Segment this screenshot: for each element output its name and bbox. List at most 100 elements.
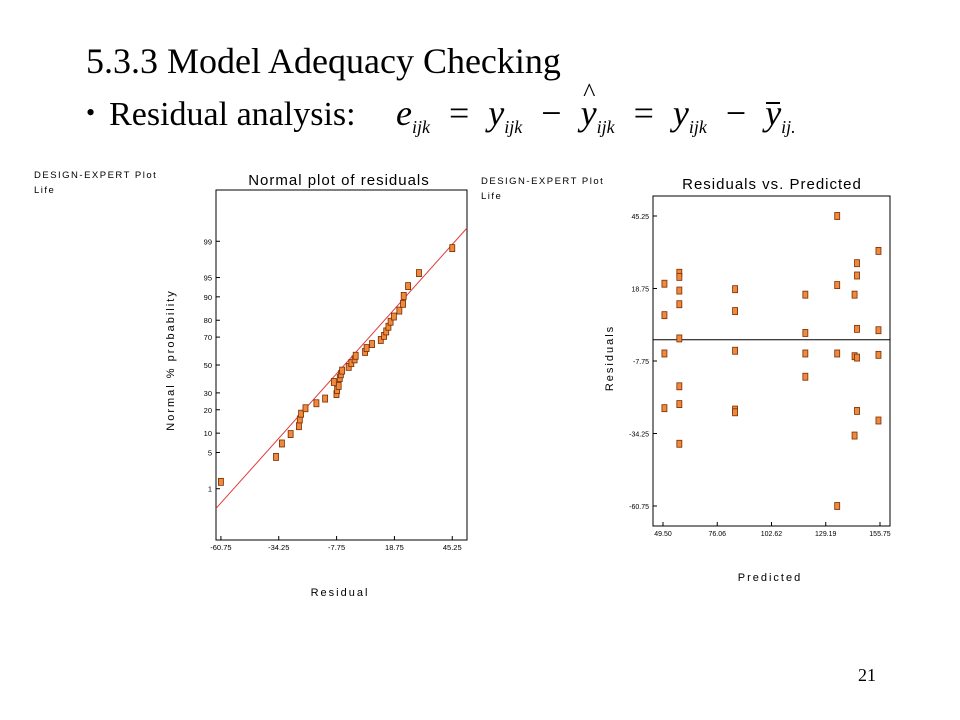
normal-plot-point <box>335 382 342 390</box>
residual-plot-point <box>854 271 860 280</box>
left-header-line1: DESIGN-EXPERT Plot <box>34 170 158 181</box>
residual-plot-ytick-label: -7.75 <box>633 359 649 366</box>
residual-plot-xtick-label: 102.62 <box>761 531 783 538</box>
residual-plot-point <box>732 408 738 417</box>
residual-plot-point <box>834 212 841 220</box>
formula-minus-1: − <box>541 93 562 133</box>
normal-plot-point <box>377 336 384 344</box>
formula-equals-1: = <box>448 93 470 133</box>
residual-plot-point <box>851 290 858 299</box>
residual-plot-ytick-label: 18.75 <box>631 287 649 294</box>
normal-plot-point <box>298 409 305 418</box>
formula-y2: y <box>672 93 689 133</box>
formula-ybar-sub: ij. <box>781 117 796 138</box>
residual-formula: eijk = yijk − yijk = yijk − yij. <box>396 78 796 138</box>
normal-plot-point <box>287 430 294 438</box>
residual-plot-point <box>676 382 683 391</box>
normal-plot-point <box>449 244 456 253</box>
bullet-text: Residual analysis: <box>109 96 356 133</box>
residual-plot-point <box>661 349 668 358</box>
residual-plot-point <box>851 431 858 440</box>
residual-plot-point <box>732 346 738 355</box>
residual-plot-point <box>676 300 683 309</box>
normal-plot-ytick-label: 90 <box>204 293 212 302</box>
residual-plot-point <box>661 311 668 320</box>
right-plot-header: DESIGN-EXPERT Plot Life <box>481 174 604 204</box>
normal-plot-point <box>400 299 406 308</box>
normal-plot-point <box>339 366 346 375</box>
residual-plot-xtick-label: 49.50 <box>654 531 672 538</box>
normal-plot-point <box>396 306 403 315</box>
normal-plot-point <box>330 378 337 386</box>
residual-plot-point <box>875 246 882 255</box>
normal-plot-point <box>296 422 302 431</box>
left-header-line2: Life <box>34 185 56 196</box>
residual-plot-point <box>802 349 809 358</box>
left-plot-header: DESIGN-EXPERT Plot Life <box>34 168 157 198</box>
residual-plot-point <box>676 439 683 448</box>
normal-plot-point <box>322 394 329 403</box>
residual-plot-point <box>676 272 683 281</box>
residual-plot-point <box>834 349 841 358</box>
normal-plot-ytick-label: 5 <box>208 448 212 457</box>
residual-plot-ytick-label: -34.25 <box>629 432 649 439</box>
residual-plot-point <box>661 404 668 413</box>
normal-plot-ytick-label: 70 <box>204 333 212 342</box>
residual-plot-xtick-label: 155.75 <box>869 531 891 538</box>
residual-plot-ytick-label: 45.25 <box>631 214 649 221</box>
formula-yhat-sub: ijk <box>596 117 615 138</box>
formula-y1-sub: ijk <box>504 117 523 138</box>
residuals-vs-predicted-chart: Residuals vs. Predicted 45.25 18.75 -7.75 -… <box>604 176 891 584</box>
normal-plot-point <box>313 399 320 408</box>
normal-plot-point <box>390 312 397 321</box>
normal-plot-xtick-label: 18.75 <box>385 543 404 552</box>
normal-plot-ytick-label: 95 <box>204 274 212 283</box>
residual-plot-ylabel: Residuals <box>604 325 616 391</box>
bullet-item: • Residual analysis: <box>86 96 356 134</box>
normal-plot-xtick-label: -7.75 <box>328 543 345 552</box>
normal-plot-ytick-label: 80 <box>204 316 212 325</box>
residual-plot-point <box>834 281 841 289</box>
normal-plot-ytick-label: 30 <box>204 389 212 398</box>
formula-ybar: y <box>765 93 782 133</box>
formula-e-sub: ijk <box>411 117 430 138</box>
normal-plot-ytick-label: 10 <box>204 429 212 438</box>
residual-plot-xtick-label: 76.06 <box>708 531 726 538</box>
residual-plot-point <box>661 279 668 288</box>
normal-plot-point <box>400 292 407 300</box>
residual-plot-point <box>854 353 860 362</box>
normal-plot-chart: Normal plot of residuals 1 5 10 20 30 50 70 80 9… <box>165 172 468 599</box>
normal-plot-title: Normal plot of residuals <box>248 172 430 189</box>
normal-plot-xtick-label: 45.25 <box>443 543 462 552</box>
slide-title: 5.3.3 Model Adequacy Checking <box>86 41 561 81</box>
formula-y1: y <box>488 93 505 133</box>
residual-plot-point <box>854 259 860 268</box>
residual-plot-xtick-label: 129.19 <box>815 531 837 538</box>
normal-plot-point <box>363 344 370 352</box>
formula-e: e <box>396 93 412 133</box>
right-header-line2: Life <box>481 191 503 202</box>
normal-plot-point <box>405 282 411 291</box>
residual-plot-point <box>732 307 738 315</box>
normal-plot-point <box>302 404 309 413</box>
normal-plot-point <box>273 452 279 461</box>
normal-plot-ylabel: Normal % probability <box>165 289 177 430</box>
normal-plot-xtick-label: -34.25 <box>268 543 289 552</box>
residual-plot-title: Residuals vs. Predicted <box>682 176 862 193</box>
bullet-dot: • <box>86 98 96 127</box>
formula-y2-sub: ijk <box>688 117 707 138</box>
residual-plot-point <box>834 502 841 510</box>
normal-plot-point <box>218 477 224 486</box>
normal-plot-xtick-label: -60.75 <box>210 543 231 552</box>
normal-plot-ytick-label: 99 <box>204 237 212 246</box>
residual-plot-point <box>802 372 809 381</box>
residual-plot-point <box>854 324 860 333</box>
page-number: 21 <box>858 665 876 685</box>
residual-plot-point <box>875 326 882 335</box>
normal-plot-ytick-label: 50 <box>204 361 212 370</box>
normal-plot-frame <box>215 189 468 541</box>
normal-plot-ytick-label: 1 <box>208 485 212 494</box>
residual-plot-point <box>875 350 882 359</box>
normal-plot-point <box>279 439 285 448</box>
residual-plot-point <box>802 290 809 299</box>
